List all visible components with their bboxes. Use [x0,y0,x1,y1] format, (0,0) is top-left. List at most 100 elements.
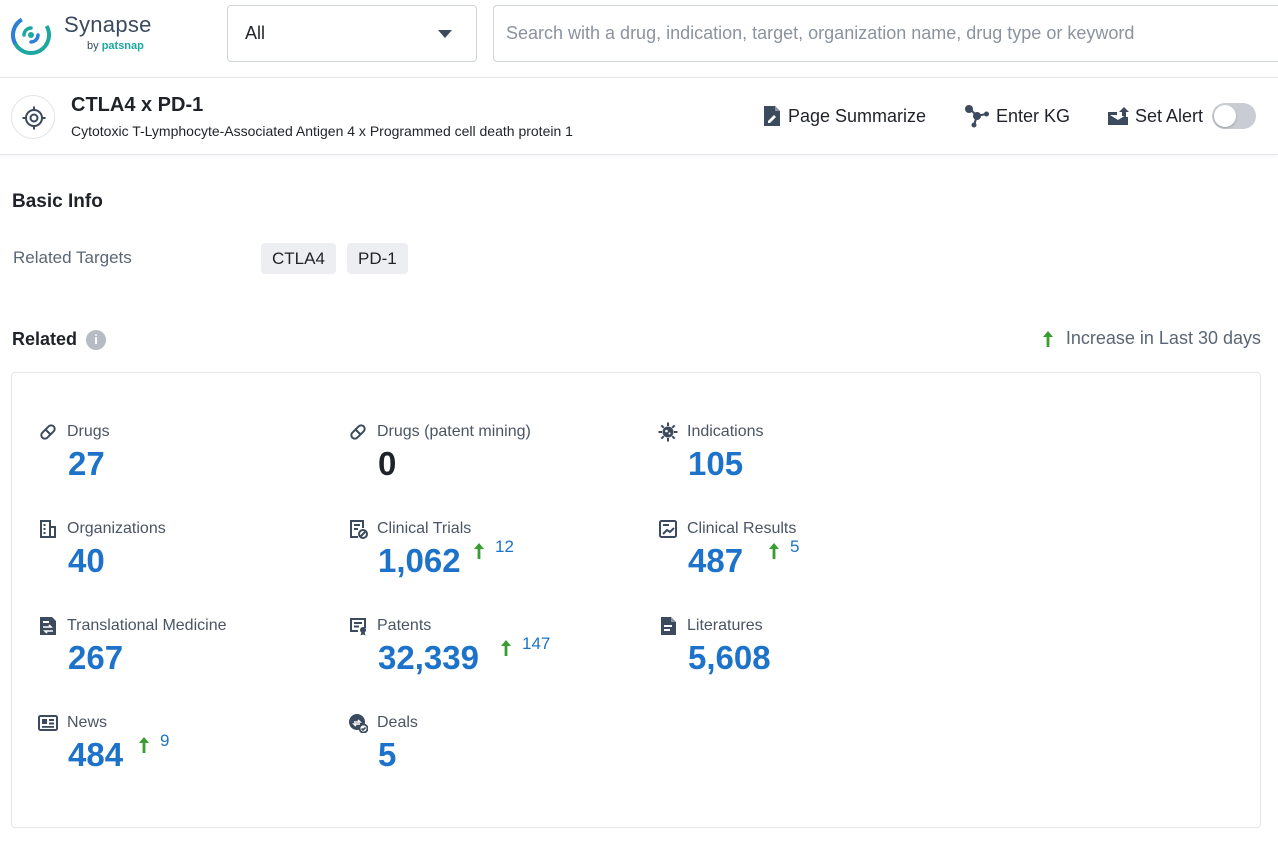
top-bar: Synapse by patsnap All [0,0,1278,78]
stat-clinical-trials-label: Clinical Trials [377,520,471,538]
logo-name: Synapse [64,12,152,38]
stat-label: Indications [658,422,764,442]
stat-news: News 484 9 [38,713,328,793]
target-crosshair-icon [11,95,55,139]
stat-organizations-value[interactable]: 40 [68,542,105,580]
stat-label: Drugs (patent mining) [348,422,531,442]
stat-deals-value[interactable]: 5 [378,736,396,774]
stat-indications: Indications 105 [658,422,948,502]
translational-icon [38,616,58,636]
stat-patents-increase-value[interactable]: 147 [522,634,550,654]
caret-down-icon [438,30,452,38]
set-alert-button[interactable]: Set Alert [1107,104,1203,128]
arrow-up-icon [138,736,150,754]
stat-label: Patents [348,616,431,636]
set-alert-label: Set Alert [1135,106,1203,127]
stat-label: Literatures [658,616,763,636]
arrow-up-icon [500,639,512,657]
stat-drugs-patent-mining: Drugs (patent mining) 0 [348,422,638,502]
stat-drugs-patent-mining-label: Drugs (patent mining) [377,423,531,441]
stat-translational-medicine-label: Translational Medicine [67,617,226,635]
increase-legend: Increase in Last 30 days [1042,328,1261,349]
stat-clinical-trials: Clinical Trials 1,062 12 [348,519,638,599]
basic-info-title: Basic Info [12,191,103,213]
stat-clinical-trials-value[interactable]: 1,062 [378,542,461,580]
stat-label: Translational Medicine [38,616,226,636]
stat-organizations-label: Organizations [67,520,166,538]
alert-toggle[interactable] [1212,103,1256,129]
search-scope-value: All [245,23,265,44]
building-icon [38,519,58,539]
knowledge-graph-icon [964,104,990,128]
page-subtitle: Cytotoxic T-Lymphocyte-Associated Antige… [71,123,573,139]
clinical-trial-icon [348,519,368,539]
pill-icon [348,422,368,442]
alert-icon [1107,106,1129,126]
summarize-icon [762,105,782,127]
stat-label: News [38,713,107,733]
target-header: CTLA4 x PD-1 Cytotoxic T-Lymphocyte-Asso… [0,78,1278,155]
related-title: Related [12,329,77,350]
chart-report-icon [658,519,678,539]
logo-byline: by patsnap [87,40,144,52]
stat-drugs-patent-mining-value: 0 [378,445,396,483]
stat-literatures-value[interactable]: 5,608 [688,639,771,677]
search-input[interactable] [493,5,1278,62]
arrow-up-icon [1042,330,1054,348]
related-targets-label: Related Targets [13,248,132,268]
stat-literatures-label: Literatures [687,617,763,635]
stat-patents-label: Patents [377,617,431,635]
virus-icon [658,422,678,442]
target-chip-ctla4[interactable]: CTLA4 [261,243,336,274]
stat-news-value[interactable]: 484 [68,736,123,774]
stat-deals-label: Deals [377,714,418,732]
enter-kg-label: Enter KG [996,106,1070,127]
increase-legend-text: Increase in Last 30 days [1066,328,1261,349]
info-icon[interactable]: i [86,330,106,350]
stat-organizations: Organizations 40 [38,519,328,599]
stat-indications-value[interactable]: 105 [688,445,743,483]
stat-clinical-results-value[interactable]: 487 [688,542,743,580]
logo-by: by [87,40,99,52]
enter-kg-button[interactable]: Enter KG [964,104,1070,128]
search-scope-select[interactable]: All [227,5,477,62]
stat-patents-value[interactable]: 32,339 [378,639,479,677]
deal-icon [348,713,368,733]
arrow-up-icon [768,542,780,560]
stat-label: Clinical Results [658,519,796,539]
stat-drugs-value[interactable]: 27 [68,445,105,483]
pill-icon [38,422,58,442]
synapse-logo[interactable]: Synapse by patsnap [10,12,170,58]
stat-translational-medicine: Translational Medicine 267 [38,616,328,696]
stat-label: Organizations [38,519,166,539]
stat-clinical-results-increase: 5 [768,541,799,561]
logo-brand: patsnap [102,40,144,52]
page-title: CTLA4 x PD-1 [71,94,203,117]
document-icon [658,616,678,636]
stat-clinical-trials-increase-value[interactable]: 12 [495,537,514,557]
stat-clinical-trials-increase: 12 [473,541,514,561]
news-icon [38,713,58,733]
related-stats-panel: Drugs 27 Drugs (patent mining) 0 Indicat… [11,372,1261,828]
stat-patents: Patents 32,339 147 [348,616,638,696]
stat-patents-increase: 147 [500,638,550,658]
stat-news-increase-value[interactable]: 9 [160,731,169,751]
patent-icon [348,616,368,636]
stat-label: Deals [348,713,418,733]
stat-translational-medicine-value[interactable]: 267 [68,639,123,677]
stat-clinical-results-increase-value[interactable]: 5 [790,537,799,557]
page-summarize-button[interactable]: Page Summarize [762,104,926,128]
stat-deals: Deals 5 [348,713,638,793]
arrow-up-icon [473,542,485,560]
stat-news-increase: 9 [138,735,169,755]
page-summarize-label: Page Summarize [788,106,926,127]
stat-news-label: News [67,714,107,732]
stat-drugs: Drugs 27 [38,422,328,502]
stat-indications-label: Indications [687,423,764,441]
synapse-logo-icon [10,14,52,56]
stat-drugs-label: Drugs [67,423,110,441]
stat-clinical-results-label: Clinical Results [687,520,796,538]
target-chip-pd1[interactable]: PD-1 [347,243,408,274]
stat-label: Clinical Trials [348,519,471,539]
stat-clinical-results: Clinical Results 487 5 [658,519,948,599]
